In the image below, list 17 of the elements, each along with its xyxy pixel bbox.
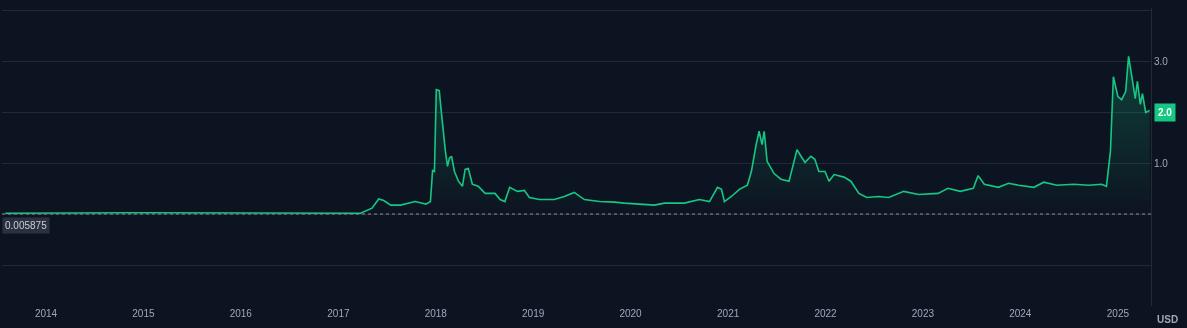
x-tick-label: 2018 bbox=[424, 308, 448, 319]
x-tick-label: 2016 bbox=[229, 308, 253, 319]
x-tick-label: 2024 bbox=[1009, 308, 1032, 319]
x-tick-label: 2021 bbox=[717, 308, 740, 319]
x-tick-label: 2017 bbox=[327, 308, 350, 319]
x-tick-label: 2015 bbox=[132, 308, 155, 319]
x-tick-label: 2022 bbox=[814, 308, 838, 319]
x-tick-label: 2023 bbox=[911, 308, 935, 319]
ref-line-label: 0.005875 bbox=[5, 220, 48, 231]
annotation: 2.0 bbox=[1158, 107, 1173, 118]
x-tick-label: 2025 bbox=[1106, 308, 1130, 319]
y-tick-label: 1.0 bbox=[1154, 157, 1169, 169]
y-tick-label: 3.0 bbox=[1154, 55, 1169, 67]
x-tick-label: 2014 bbox=[34, 308, 58, 319]
x-tick-label: 2019 bbox=[522, 308, 545, 319]
x-tick-label: 2020 bbox=[619, 308, 643, 319]
text: USD bbox=[1157, 314, 1179, 325]
